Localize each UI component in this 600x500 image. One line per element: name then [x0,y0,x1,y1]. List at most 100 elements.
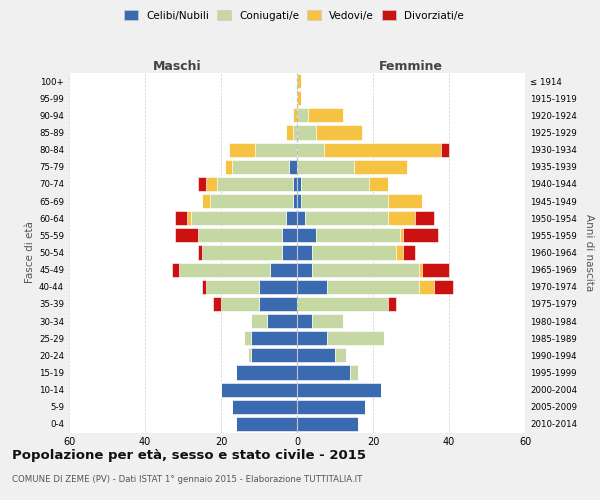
Bar [350,366,358,380]
Bar [301,177,369,191]
Bar [388,194,422,208]
Bar [403,228,437,242]
Bar [202,280,206,294]
Bar [198,246,202,260]
Bar [187,211,191,225]
Bar [312,314,343,328]
Bar [297,74,301,88]
Text: Popolazione per età, sesso e stato civile - 2015: Popolazione per età, sesso e stato civil… [12,450,366,462]
Bar [312,246,396,260]
Bar [229,142,255,156]
Bar [198,177,206,191]
Bar [328,280,419,294]
Bar [259,280,297,294]
Bar [225,160,232,174]
Bar [297,280,328,294]
Bar [236,417,297,431]
Bar [400,228,403,242]
Bar [293,108,297,122]
Bar [297,160,354,174]
Bar [202,246,282,260]
Bar [442,142,449,156]
Bar [434,280,453,294]
Bar [354,160,407,174]
Bar [236,366,297,380]
Bar [297,348,335,362]
Bar [271,262,297,276]
Bar [179,262,271,276]
Bar [251,314,266,328]
Bar [251,348,297,362]
Bar [297,262,312,276]
Bar [297,211,305,225]
Bar [217,177,293,191]
Bar [248,348,251,362]
Bar [293,177,297,191]
Text: Femmine: Femmine [379,60,443,72]
Bar [419,280,434,294]
Bar [286,126,293,140]
Bar [297,366,350,380]
Y-axis label: Fasce di età: Fasce di età [25,222,35,284]
Bar [297,177,301,191]
Bar [388,297,396,311]
Bar [293,194,297,208]
Bar [232,400,297,414]
Bar [388,211,415,225]
Bar [198,228,282,242]
Bar [297,91,301,105]
Bar [172,262,179,276]
Bar [293,126,297,140]
Bar [297,382,380,396]
Bar [259,297,297,311]
Bar [282,228,297,242]
Bar [312,262,419,276]
Bar [297,417,358,431]
Bar [297,142,323,156]
Bar [286,211,297,225]
Bar [175,211,187,225]
Text: Maschi: Maschi [152,60,202,72]
Bar [266,314,297,328]
Bar [206,177,217,191]
Bar [221,297,259,311]
Bar [251,331,297,345]
Bar [202,194,209,208]
Bar [214,297,221,311]
Bar [323,142,442,156]
Bar [305,211,388,225]
Bar [297,108,308,122]
Bar [244,331,251,345]
Legend: Celibi/Nubili, Coniugati/e, Vedovi/e, Divorziati/e: Celibi/Nubili, Coniugati/e, Vedovi/e, Di… [120,6,468,25]
Bar [422,262,449,276]
Bar [209,194,293,208]
Bar [297,314,312,328]
Bar [419,262,422,276]
Bar [369,177,388,191]
Bar [297,246,312,260]
Bar [289,160,297,174]
Bar [221,382,297,396]
Bar [255,142,297,156]
Bar [191,211,286,225]
Bar [297,228,316,242]
Bar [282,246,297,260]
Bar [206,280,259,294]
Bar [297,297,388,311]
Bar [301,194,388,208]
Bar [335,348,346,362]
Y-axis label: Anni di nascita: Anni di nascita [584,214,593,291]
Bar [232,160,289,174]
Bar [297,126,316,140]
Bar [415,211,434,225]
Bar [396,246,403,260]
Bar [297,194,301,208]
Bar [175,228,198,242]
Bar [297,400,365,414]
Bar [328,331,385,345]
Bar [297,331,328,345]
Text: COMUNE DI ZEME (PV) - Dati ISTAT 1° gennaio 2015 - Elaborazione TUTTITALIA.IT: COMUNE DI ZEME (PV) - Dati ISTAT 1° genn… [12,474,362,484]
Bar [308,108,343,122]
Bar [316,126,362,140]
Bar [403,246,415,260]
